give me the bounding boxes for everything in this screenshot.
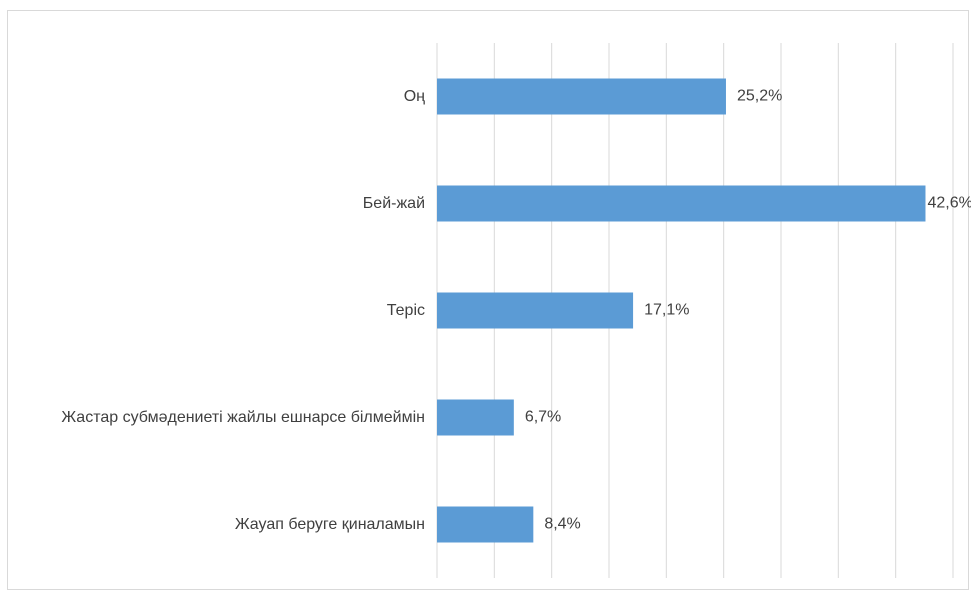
bar: [437, 78, 726, 115]
bar: [437, 185, 926, 222]
y-tick-label: Жауап беруге қиналамын: [234, 515, 425, 533]
y-tick-label: Бей-жай: [362, 194, 425, 212]
data-label: 6,7%: [525, 409, 561, 426]
data-label: 42,6%: [927, 195, 971, 212]
data-label: 8,4%: [544, 516, 580, 533]
bar: [437, 292, 634, 329]
y-tick-label: Теріс: [386, 301, 425, 319]
y-tick-label: Оң: [403, 87, 425, 105]
bar: [437, 506, 534, 543]
bar: [437, 399, 514, 436]
data-label: 25,2%: [737, 88, 782, 105]
chart-border: [7, 10, 969, 590]
data-label: 17,1%: [644, 302, 689, 319]
y-tick-label: Жастар субмәдениеті жайлы ешнарсе білмей…: [61, 408, 425, 426]
